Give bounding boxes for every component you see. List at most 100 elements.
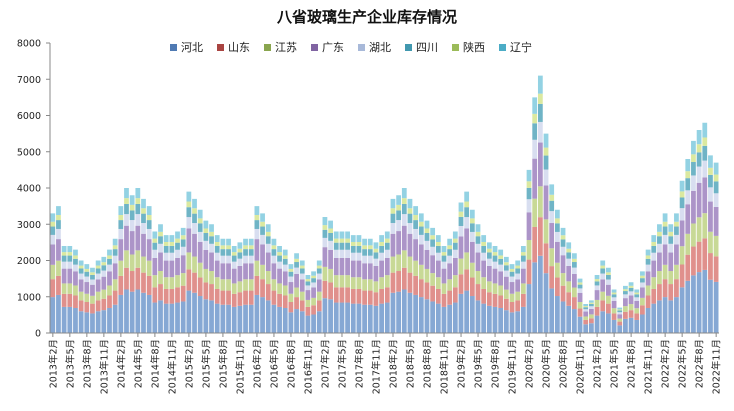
bar-segment [668,231,674,237]
bar-segment [175,275,180,288]
bar-segment [322,247,328,267]
bar-segment [226,279,231,291]
bar-segment [265,252,271,272]
bar-segment [163,260,169,278]
bar-segment [356,277,362,289]
bar-segment [469,277,475,297]
bar-segment [543,243,549,274]
bar-segment [657,271,662,285]
bar-segment [271,238,277,246]
bar-segment [543,147,549,156]
x-tick-label: 2013年11月 [98,339,110,394]
bar-segment [260,279,265,298]
bar-segment [141,208,146,214]
bar-segment [441,293,447,307]
bar-segment [696,166,702,183]
chart-title: 八省玻璃生产企业库存情况 [276,8,457,26]
legend-item: 陕西 [452,39,485,55]
bar-segment [61,252,67,256]
bar-segment [441,255,447,262]
bar-segment [209,271,214,285]
bar-segment [282,295,288,308]
bar-segment [73,307,78,333]
bar-segment [554,209,560,219]
bar-segment [294,273,299,288]
bar-segment [129,210,135,221]
bar-segment [214,260,220,278]
bar-segment [713,256,719,282]
bar-segment [237,265,243,282]
bar-segment [628,282,634,286]
bar-segment [56,215,61,221]
bar-segment [464,228,470,253]
bar-segment [492,261,498,269]
bar-segment [543,273,549,333]
bar-segment [520,268,526,284]
bar-segment [498,255,504,259]
bar-segment [492,306,498,333]
bar-segment [277,268,282,284]
bar-segment [594,279,600,282]
bar-segment [560,255,566,274]
bar-segment [708,187,713,202]
bar-segment [316,265,322,269]
bar-segment [634,319,640,333]
bar-segment [260,264,265,280]
bar-segment [311,305,316,315]
bar-segment [254,275,260,295]
bar-segment [265,300,271,333]
bar-segment [447,249,453,256]
bar-segment [141,213,146,224]
bar-segment [192,198,197,209]
bar-segment [458,236,464,259]
bar-segment [180,239,186,247]
bar-segment [356,241,362,246]
bar-segment [203,249,209,269]
legend-swatch [452,43,459,51]
bar-segment [486,292,492,306]
bar-segment [628,285,634,288]
bar-segment [209,224,214,232]
bar-segment [345,287,350,303]
y-tick-label: 3000 [17,220,41,231]
bar-segment [702,238,708,270]
bar-segment [362,238,367,246]
bar-segment [67,255,73,262]
legend-label: 四川 [416,41,438,54]
bar-segment [141,256,146,273]
bar-segment [311,278,316,283]
bar-segment [328,220,333,229]
bar-segment [520,306,526,333]
bar-segment [158,252,163,272]
bar-segment [362,245,367,250]
bar-segment [503,256,509,263]
bar-segment [600,265,606,269]
bar-segment [430,255,436,274]
bar-segment [498,307,504,333]
bar-segment [169,235,175,242]
bar-segment [571,267,577,274]
bar-segment [657,243,662,253]
bar-segment [333,287,339,303]
bar-segment [237,258,243,266]
bar-segment [481,235,487,242]
bar-segment [668,284,674,301]
bar-segment [67,252,73,256]
bar-segment [640,297,645,306]
bar-segment [288,312,294,333]
bar-segment [435,245,441,253]
bar-segment [628,304,634,311]
bar-segment [498,258,504,265]
bar-segment [657,236,662,244]
bar-segment [112,255,118,264]
bar-segment [651,260,657,278]
bar-segment [464,252,470,270]
bar-segment [685,178,691,191]
bar-segment [662,244,668,265]
bar-segment [418,279,424,298]
bar-segment [509,312,515,333]
bar-segment [503,276,509,290]
bar-segment [305,299,311,307]
bar-segment [265,243,271,253]
bar-segment [424,228,430,233]
